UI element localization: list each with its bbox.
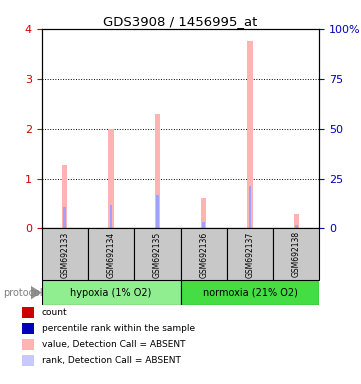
Bar (249, 186, 251, 228)
Bar (180, 280, 319, 305)
Bar (227, 228, 273, 280)
Text: GSM692134: GSM692134 (106, 231, 116, 278)
Bar (295, 225, 298, 228)
Bar (108, 129, 114, 228)
Text: GSM692136: GSM692136 (199, 231, 208, 278)
Bar (88, 228, 134, 280)
Text: protocol: protocol (4, 288, 43, 298)
Bar (247, 41, 253, 228)
Bar (63, 207, 66, 228)
Bar (273, 228, 319, 280)
Bar (201, 197, 206, 228)
Text: normoxia (21% O2): normoxia (21% O2) (203, 288, 297, 298)
Bar (110, 205, 112, 228)
Bar (293, 214, 299, 228)
Text: percentile rank within the sample: percentile rank within the sample (42, 324, 195, 333)
Text: GSM692137: GSM692137 (245, 231, 255, 278)
Polygon shape (31, 286, 42, 300)
Bar (62, 165, 68, 228)
Bar (42, 280, 180, 305)
Text: GSM692135: GSM692135 (153, 231, 162, 278)
Bar (155, 114, 160, 228)
Text: count: count (42, 308, 67, 317)
Bar (156, 195, 159, 228)
Text: GSM692133: GSM692133 (60, 231, 69, 278)
Title: GDS3908 / 1456995_at: GDS3908 / 1456995_at (103, 15, 258, 28)
Text: hypoxia (1% O2): hypoxia (1% O2) (70, 288, 152, 298)
Bar (180, 228, 227, 280)
Bar (42, 228, 88, 280)
Bar (134, 228, 180, 280)
Text: GSM692138: GSM692138 (292, 231, 301, 278)
Bar (202, 222, 205, 228)
Text: value, Detection Call = ABSENT: value, Detection Call = ABSENT (42, 340, 185, 349)
Text: rank, Detection Call = ABSENT: rank, Detection Call = ABSENT (42, 356, 180, 365)
